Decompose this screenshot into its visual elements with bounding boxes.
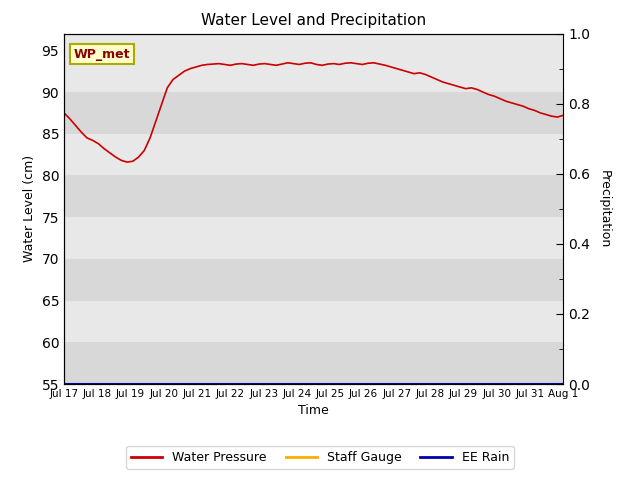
Legend: Water Pressure, Staff Gauge, EE Rain: Water Pressure, Staff Gauge, EE Rain xyxy=(126,446,514,469)
Bar xyxy=(64,134,563,175)
Y-axis label: Water Level (cm): Water Level (cm) xyxy=(23,155,36,263)
Bar xyxy=(64,175,563,217)
Water Pressure xyxy=(559,112,567,118)
Line: Water Pressure: Water Pressure xyxy=(64,63,563,162)
Bar xyxy=(64,92,563,134)
Water Pressure xyxy=(364,60,372,66)
Bar xyxy=(64,50,563,92)
Water Pressure xyxy=(462,86,470,92)
Water Pressure xyxy=(318,62,326,68)
Water Pressure xyxy=(209,61,217,67)
Bar xyxy=(64,259,563,300)
Water Pressure xyxy=(204,61,211,67)
Water Pressure xyxy=(72,122,79,128)
Bar xyxy=(64,217,563,259)
Y-axis label: Precipitation: Precipitation xyxy=(598,169,611,248)
Water Pressure xyxy=(284,60,292,66)
Title: Water Level and Precipitation: Water Level and Precipitation xyxy=(201,13,426,28)
Text: WP_met: WP_met xyxy=(74,48,131,60)
Water Pressure xyxy=(60,110,68,116)
Bar xyxy=(64,300,563,342)
Bar xyxy=(64,342,563,384)
Water Pressure xyxy=(124,159,131,165)
X-axis label: Time: Time xyxy=(298,405,329,418)
